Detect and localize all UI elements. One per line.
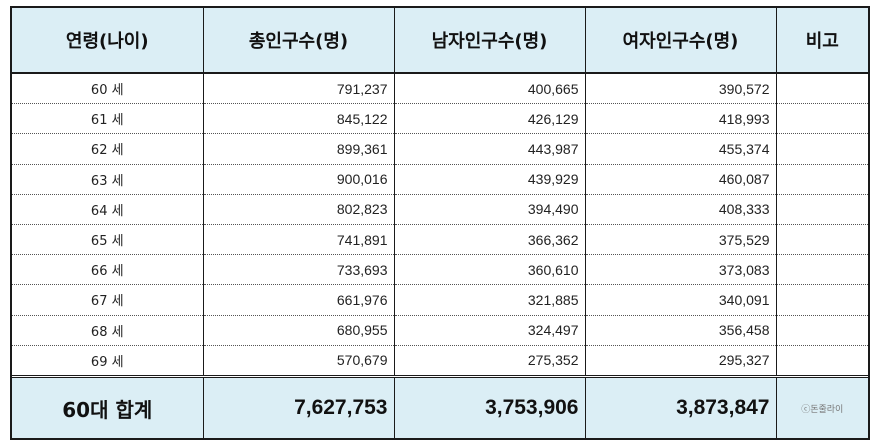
female-total: 3,873,847	[585, 375, 777, 438]
male-cell: 321,885	[394, 284, 586, 316]
age-cell: 61 세	[12, 103, 204, 135]
male-cell: 426,129	[394, 103, 586, 135]
total-row: 60대 합계 7,627,753 3,753,906 3,873,847 ⓒ돈줄…	[12, 375, 868, 438]
watermark: ⓒ돈줄라이	[776, 375, 868, 438]
header-age: 연령(나이)	[12, 8, 204, 74]
female-cell: 356,458	[585, 315, 777, 346]
total-cell: 791,237	[203, 73, 395, 105]
total-cell: 733,693	[203, 254, 395, 286]
total-cell: 845,122	[203, 103, 395, 135]
female-cell: 460,087	[585, 164, 777, 195]
age-cell: 63 세	[12, 164, 204, 195]
total-cell: 802,823	[203, 194, 395, 225]
note-cell	[776, 164, 868, 195]
male-cell: 443,987	[394, 133, 586, 165]
male-cell: 360,610	[394, 254, 586, 286]
note-cell	[776, 345, 868, 376]
note-cell	[776, 194, 868, 225]
male-cell: 324,497	[394, 315, 586, 346]
female-cell: 390,572	[585, 73, 777, 105]
age-cell: 65 세	[12, 224, 204, 256]
female-cell: 408,333	[585, 194, 777, 225]
total-cell: 741,891	[203, 224, 395, 256]
table-row: 68 세 680,955 324,497 356,458	[12, 315, 868, 346]
note-cell	[776, 133, 868, 165]
table-row: 69 세 570,679 275,352 295,327	[12, 345, 868, 377]
table-row: 60 세 791,237 400,665 390,572	[12, 73, 868, 105]
note-cell	[776, 224, 868, 256]
male-cell: 439,929	[394, 164, 586, 195]
total-label: 60대 합계	[12, 375, 204, 438]
female-cell: 418,993	[585, 103, 777, 135]
population-table: 연령(나이) 총인구수(명) 남자인구수(명) 여자인구수(명) 비고 60 세…	[12, 8, 868, 438]
table-row: 62 세 899,361 443,987 455,374	[12, 133, 868, 165]
total-cell: 899,361	[203, 133, 395, 165]
header-row: 연령(나이) 총인구수(명) 남자인구수(명) 여자인구수(명) 비고	[12, 8, 868, 74]
header-female: 여자인구수(명)	[585, 8, 777, 74]
population-table-container: 연령(나이) 총인구수(명) 남자인구수(명) 여자인구수(명) 비고 60 세…	[10, 6, 870, 440]
age-cell: 64 세	[12, 194, 204, 225]
male-cell: 275,352	[394, 345, 586, 377]
table-row: 63 세 900,016 439,929 460,087	[12, 164, 868, 195]
total-cell: 680,955	[203, 315, 395, 346]
total-cell: 900,016	[203, 164, 395, 195]
female-cell: 373,083	[585, 254, 777, 286]
header-note: 비고	[776, 8, 868, 74]
table-row: 67 세 661,976 321,885 340,091	[12, 284, 868, 316]
total-cell: 570,679	[203, 345, 395, 377]
male-cell: 400,665	[394, 73, 586, 105]
note-cell	[776, 73, 868, 105]
header-male: 남자인구수(명)	[394, 8, 586, 74]
male-total: 3,753,906	[394, 375, 586, 438]
female-cell: 295,327	[585, 345, 777, 377]
male-cell: 394,490	[394, 194, 586, 225]
total-cell: 661,976	[203, 284, 395, 316]
note-cell	[776, 315, 868, 346]
age-cell: 62 세	[12, 133, 204, 165]
note-cell	[776, 284, 868, 316]
age-cell: 68 세	[12, 315, 204, 346]
female-cell: 340,091	[585, 284, 777, 316]
note-cell	[776, 103, 868, 135]
female-cell: 455,374	[585, 133, 777, 165]
age-cell: 69 세	[12, 345, 204, 377]
table-row: 66 세 733,693 360,610 373,083	[12, 254, 868, 286]
table-row: 65 세 741,891 366,362 375,529	[12, 224, 868, 256]
age-cell: 67 세	[12, 284, 204, 316]
table-row: 64 세 802,823 394,490 408,333	[12, 194, 868, 225]
grand-total: 7,627,753	[203, 375, 395, 438]
header-total: 총인구수(명)	[203, 8, 395, 74]
age-cell: 66 세	[12, 254, 204, 286]
age-cell: 60 세	[12, 73, 204, 105]
male-cell: 366,362	[394, 224, 586, 256]
female-cell: 375,529	[585, 224, 777, 256]
table-row: 61 세 845,122 426,129 418,993	[12, 103, 868, 135]
note-cell	[776, 254, 868, 286]
